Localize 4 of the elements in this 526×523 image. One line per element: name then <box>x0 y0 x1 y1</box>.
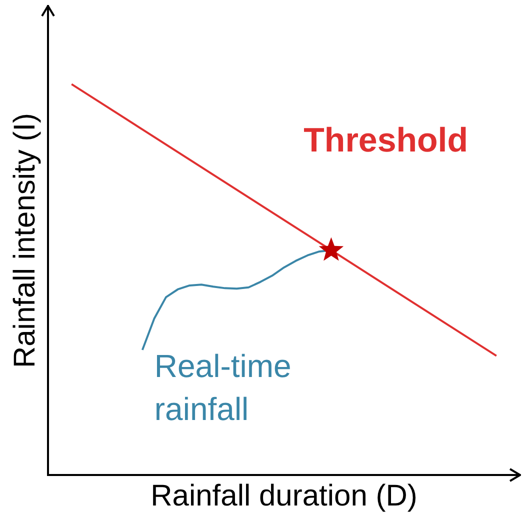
series-label: Real-time rainfall <box>154 348 292 427</box>
x-axis-title: Rainfall duration (D) <box>150 479 418 512</box>
y-axis-title: Rainfall intensity (I) <box>8 112 42 368</box>
series-label: Threshold <box>304 121 468 160</box>
